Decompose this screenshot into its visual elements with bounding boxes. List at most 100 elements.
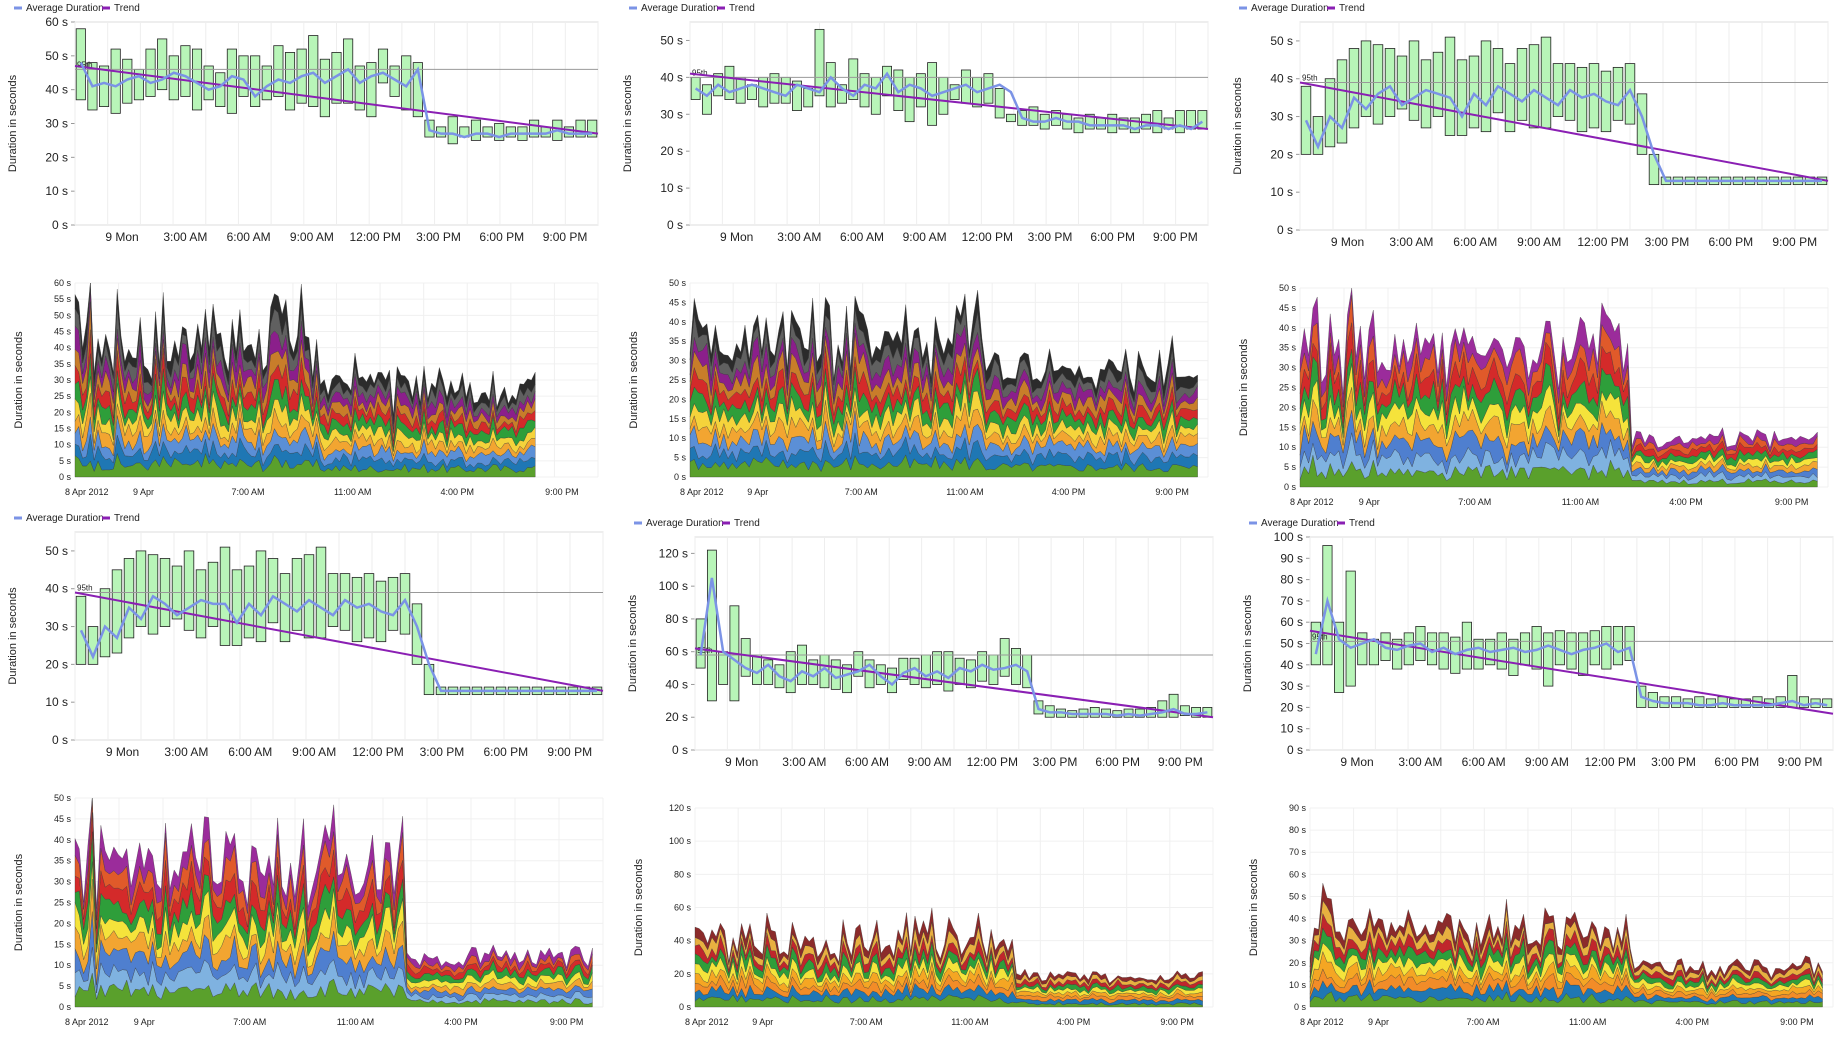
y-tick-label: 35 s	[1279, 343, 1297, 353]
y-tick-label: 90 s	[1289, 803, 1307, 813]
candle-bar	[111, 569, 123, 654]
legend-label-avg: Average Duration	[646, 518, 724, 529]
legend-label-trend: Trend	[734, 518, 760, 529]
y-tick-label: 15 s	[669, 414, 687, 424]
x-tick-label: 9:00 PM	[1778, 755, 1823, 769]
x-tick-label: 3:00 PM	[1028, 230, 1073, 244]
candle-bar	[920, 654, 931, 689]
candle-bar	[1508, 638, 1519, 676]
candle-bar	[814, 28, 825, 97]
candle-bar	[587, 119, 598, 138]
legend-label-avg: Average Duration	[1261, 518, 1339, 529]
x-tick-label: 6:00 PM	[1095, 755, 1140, 769]
y-tick-label: 10 s	[54, 440, 72, 450]
x-tick-label: 6:00 PM	[483, 745, 528, 759]
y-tick-label: 100 s	[669, 836, 692, 846]
candle-bar	[1519, 632, 1531, 666]
x-tick-label: 6:00 AM	[1462, 755, 1506, 769]
y-tick-label: 0 s	[59, 472, 72, 482]
legend: Average Duration Trend	[14, 3, 140, 14]
y-tick-label: 0 s	[679, 1002, 692, 1012]
candle-bar	[803, 88, 814, 108]
y-axis-label: Duration in seconds	[1248, 858, 1260, 956]
y-tick-label: 35 s	[54, 359, 72, 369]
y-tick-label: 10 s	[45, 695, 68, 709]
x-tick-label: 9 Mon	[725, 755, 758, 769]
x-tick-label: 11:00 AM	[337, 1017, 374, 1027]
x-tick-label: 7:00 AM	[1467, 1017, 1500, 1027]
candle-bar	[848, 58, 859, 100]
x-tick-label: 4:00 PM	[1057, 1017, 1091, 1027]
chart-B-top: Average Duration Trend 0 s 10 s 20 s 30 s 40 s…	[622, 3, 1209, 244]
x-tick-label: 9 Mon	[1340, 755, 1373, 769]
y-tick-label: 0 s	[667, 218, 683, 232]
x-tick-label: 11:00 AM	[951, 1017, 988, 1027]
candle-bar	[191, 48, 203, 111]
x-tick-label: 8 Apr 2012	[1300, 1017, 1344, 1027]
y-tick-label: 30 s	[45, 117, 68, 131]
candle-bar	[215, 72, 226, 107]
x-tick-label: 7:00 AM	[1458, 497, 1491, 507]
candle-bar	[231, 569, 243, 646]
y-tick-label: 40 s	[1280, 658, 1303, 672]
y-tick-label: 5 s	[59, 981, 72, 991]
candle-bar	[797, 644, 807, 685]
candle-bar	[1480, 40, 1492, 133]
x-tick-label: 12:00 PM	[967, 755, 1018, 769]
x-tick-label: 9:00 PM	[1772, 235, 1817, 249]
legend-label-avg: Average Duration	[26, 513, 104, 524]
y-tick-label: 5 s	[59, 456, 72, 466]
y-tick-label: 80 s	[674, 869, 692, 879]
chart-F-bottom: 0 s 10 s 20 s 30 s 40 s 50 s 60 s 70 s 80 s 90 s 8…	[1248, 803, 1834, 1027]
trend-line	[74, 64, 599, 135]
x-tick-label: 9 Apr	[752, 1017, 773, 1027]
candle-bar	[1636, 93, 1648, 155]
candle-bar	[1543, 632, 1554, 687]
y-tick-label: 40 s	[45, 83, 68, 97]
candle-bar	[319, 58, 330, 118]
chart-D-bottom: 0 s 5 s 10 s 15 s 20 s 25 s 30 s 35 s 40 s 45 s 50…	[13, 793, 604, 1027]
y-tick-label: 120 s	[669, 803, 692, 813]
candle-bar	[99, 65, 110, 107]
x-tick-label: 6:00 AM	[228, 745, 272, 759]
x-tick-label: 4:00 PM	[440, 487, 474, 497]
y-axis-label: Duration in seconds	[622, 74, 634, 172]
y-tick-label: 30 s	[669, 356, 687, 366]
y-tick-label: 40 s	[45, 582, 68, 596]
y-tick-label: 50 s	[54, 793, 72, 803]
x-tick-label: 9:00 AM	[908, 755, 952, 769]
avg-duration-line	[79, 62, 593, 139]
candle-bar	[1197, 110, 1208, 130]
y-tick-label: 10 s	[1270, 185, 1293, 199]
x-tick-label: 9 Apr	[1359, 497, 1380, 507]
x-tick-label: 9:00 PM	[1158, 755, 1203, 769]
stack-layer	[74, 797, 593, 973]
x-tick-label: 9:00 PM	[545, 487, 579, 497]
candle-bar	[1360, 40, 1372, 117]
x-tick-label: 3:00 PM	[1651, 755, 1696, 769]
y-tick-label: 80 s	[1289, 825, 1307, 835]
candle-bar	[1576, 66, 1588, 133]
avg-duration-line	[694, 71, 1204, 131]
x-tick-label: 3:00 PM	[416, 230, 461, 244]
candle-bar	[1624, 626, 1635, 661]
candle-bar	[366, 62, 377, 118]
x-tick-label: 3:00 AM	[1389, 235, 1433, 249]
p95-label: 95th	[77, 584, 93, 593]
candle-bar	[932, 651, 943, 685]
candle-bar	[1174, 110, 1185, 134]
x-tick-label: 9:00 AM	[903, 230, 947, 244]
x-tick-label: 9:00 PM	[550, 1017, 584, 1027]
y-axis-label: Duration in seconds	[13, 853, 25, 951]
y-tick-label: 0 s	[59, 1002, 72, 1012]
candle-bar	[1334, 621, 1345, 693]
y-tick-label: 20 s	[54, 918, 72, 928]
candle-bar	[769, 73, 780, 104]
candle-bar	[1552, 63, 1564, 117]
x-tick-label: 3:00 AM	[777, 230, 821, 244]
x-tick-label: 7:00 AM	[845, 487, 878, 497]
y-tick-label: 10 s	[1289, 980, 1307, 990]
candle-bar	[1345, 570, 1356, 687]
candle-bar	[1516, 48, 1528, 121]
y-tick-label: 20 s	[665, 710, 688, 724]
